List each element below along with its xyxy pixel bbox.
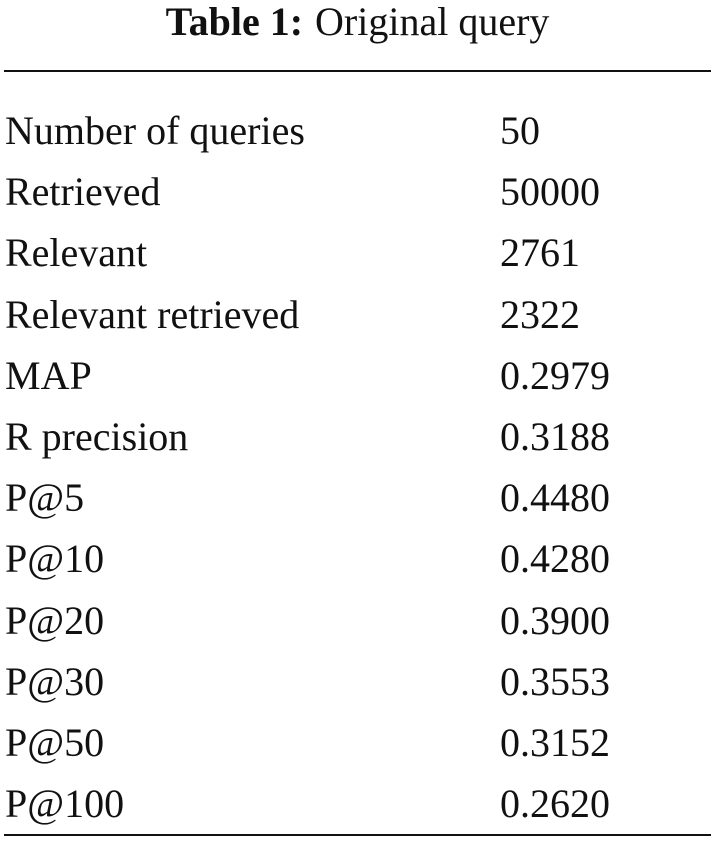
row-label: Relevant retrieved xyxy=(5,291,300,337)
row-value: 0.2979 xyxy=(500,352,610,398)
table-row: P@100 0.2620 xyxy=(0,773,715,834)
row-label: Retrieved xyxy=(5,169,161,215)
row-label: R precision xyxy=(5,414,189,459)
bottom-rule xyxy=(4,834,711,836)
row-label: P@10 xyxy=(5,536,105,582)
row-value: 0.2620 xyxy=(500,781,610,827)
row-label: P@20 xyxy=(5,597,105,643)
row-label: MAP xyxy=(5,352,92,398)
table-row: P@10 0.4280 xyxy=(0,528,715,589)
row-value: 0.3152 xyxy=(500,720,610,765)
table-row: R precision 0.3188 xyxy=(0,406,715,467)
table-row: P@50 0.3152 xyxy=(0,712,715,773)
table-title: Table 1: Original query xyxy=(0,0,715,44)
row-value: 2761 xyxy=(500,230,580,276)
table-label: Table 1: xyxy=(165,0,304,44)
table-row: P@5 0.4480 xyxy=(0,467,715,528)
row-label: P@5 xyxy=(5,475,85,521)
row-label: Relevant xyxy=(5,230,148,276)
table-row: Relevant 2761 xyxy=(0,222,715,283)
table-row: Retrieved 50000 xyxy=(0,161,715,222)
row-label: P@30 xyxy=(5,658,105,704)
row-value: 50 xyxy=(500,108,540,153)
table-row: MAP 0.2979 xyxy=(0,345,715,406)
table-row: Relevant retrieved 2322 xyxy=(0,284,715,345)
row-value: 0.3900 xyxy=(500,597,610,643)
top-rule xyxy=(4,70,711,72)
table-row: Number of queries 50 xyxy=(0,100,715,161)
row-label: Number of queries xyxy=(5,108,305,153)
row-value: 0.3553 xyxy=(500,658,610,704)
row-value: 50000 xyxy=(500,169,600,215)
row-value: 0.3188 xyxy=(500,414,610,459)
row-label: P@50 xyxy=(5,720,105,765)
table-caption: Original query xyxy=(315,0,550,44)
row-value: 0.4480 xyxy=(500,475,610,521)
table-row: P@20 0.3900 xyxy=(0,590,715,651)
row-value: 0.4280 xyxy=(500,536,610,582)
row-label: P@100 xyxy=(5,781,125,827)
table-row: P@30 0.3553 xyxy=(0,651,715,712)
row-value: 2322 xyxy=(500,291,580,337)
